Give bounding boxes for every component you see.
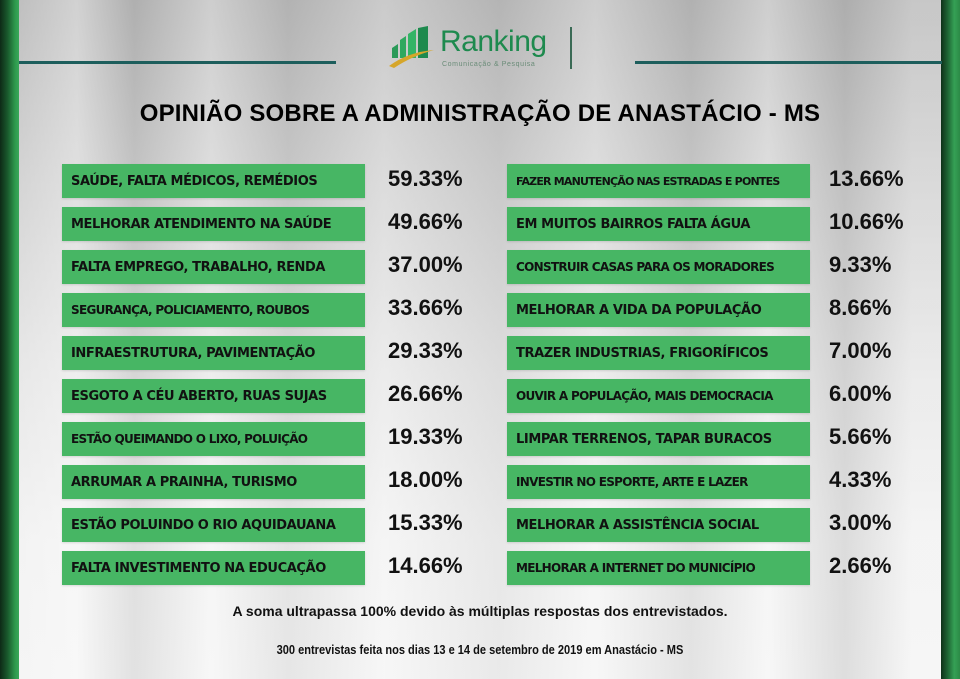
result-value: 29.33%: [388, 338, 463, 363]
result-value: 33.66%: [388, 295, 463, 320]
result-value: 13.66%: [829, 166, 904, 191]
logo-divider: [570, 27, 572, 69]
brand-tagline: Comunicação & Pesquisa: [442, 61, 536, 68]
header-rule-right: [635, 61, 942, 64]
result-value: 6.00%: [829, 381, 892, 406]
result-label: INVESTIR NO ESPORTE, ARTE E LAZER: [507, 465, 810, 499]
result-label: ESTÃO POLUINDO O RIO AQUIDAUANA: [62, 508, 365, 542]
result-label: EM MUITOS BAIRROS FALTA ÁGUA: [507, 207, 810, 241]
left-green-border: [0, 0, 19, 679]
result-label: ARRUMAR A PRAINHA, TURISMO: [62, 465, 365, 499]
result-value: 26.66%: [388, 381, 463, 406]
result-value: 5.66%: [829, 424, 892, 449]
page-title: OPINIÃO SOBRE A ADMINISTRAÇÃO DE ANASTÁC…: [139, 100, 821, 127]
result-label: MELHORAR A INTERNET DO MUNICÍPIO: [507, 551, 810, 585]
result-label: TRAZER INDUSTRIAS, FRIGORÍFICOS: [507, 336, 810, 370]
result-value: 2.66%: [829, 553, 892, 578]
result-value: 3.00%: [829, 510, 892, 535]
brand-name: Ranking: [440, 25, 547, 58]
result-value: 15.33%: [388, 510, 463, 535]
multiple-answers-note: A soma ultrapassa 100% devido às múltipl…: [232, 603, 728, 619]
result-label: OUVIR A POPULAÇÃO, MAIS DEMOCRACIA: [507, 379, 810, 413]
result-value: 49.66%: [388, 209, 463, 234]
result-label: FALTA INVESTIMENTO NA EDUCAÇÃO: [62, 551, 365, 585]
result-label: LIMPAR TERRENOS, TAPAR BURACOS: [507, 422, 810, 456]
result-value: 4.33%: [829, 467, 892, 492]
result-label: INFRAESTRUTURA, PAVIMENTAÇÃO: [62, 336, 365, 370]
result-value: 8.66%: [829, 295, 892, 320]
right-green-border: [941, 0, 960, 679]
result-value: 37.00%: [388, 252, 463, 277]
result-value: 19.33%: [388, 424, 463, 449]
result-value: 14.66%: [388, 553, 463, 578]
header-rule-left: [19, 61, 336, 64]
result-value: 7.00%: [829, 338, 892, 363]
result-label: FALTA EMPREGO, TRABALHO, RENDA: [62, 250, 365, 284]
result-value: 59.33%: [388, 166, 463, 191]
result-value: 10.66%: [829, 209, 904, 234]
ranking-logo: Ranking Comunicação & Pesquisa: [388, 22, 578, 72]
result-label: FAZER MANUTENÇÃO NAS ESTRADAS E PONTES: [507, 164, 810, 198]
survey-source-note: 300 entrevistas feita nos dias 13 e 14 d…: [276, 642, 684, 657]
result-label: MELHORAR ATENDIMENTO NA SAÚDE: [62, 207, 365, 241]
result-label: SAÚDE, FALTA MÉDICOS, REMÉDIOS: [62, 164, 365, 198]
result-label: SEGURANÇA, POLICIAMENTO, ROUBOS: [62, 293, 365, 327]
result-label: ESGOTO A CÉU ABERTO, RUAS SUJAS: [62, 379, 365, 413]
result-value: 9.33%: [829, 252, 892, 277]
result-label: MELHORAR A ASSISTÊNCIA SOCIAL: [507, 508, 810, 542]
bar-chart-logo-icon: [389, 26, 434, 68]
result-label: CONSTRUIR CASAS PARA OS MORADORES: [507, 250, 810, 284]
result-label: MELHORAR A VIDA DA POPULAÇÃO: [507, 293, 810, 327]
result-label: ESTÃO QUEIMANDO O LIXO, POLUIÇÃO: [62, 422, 365, 456]
result-value: 18.00%: [388, 467, 463, 492]
